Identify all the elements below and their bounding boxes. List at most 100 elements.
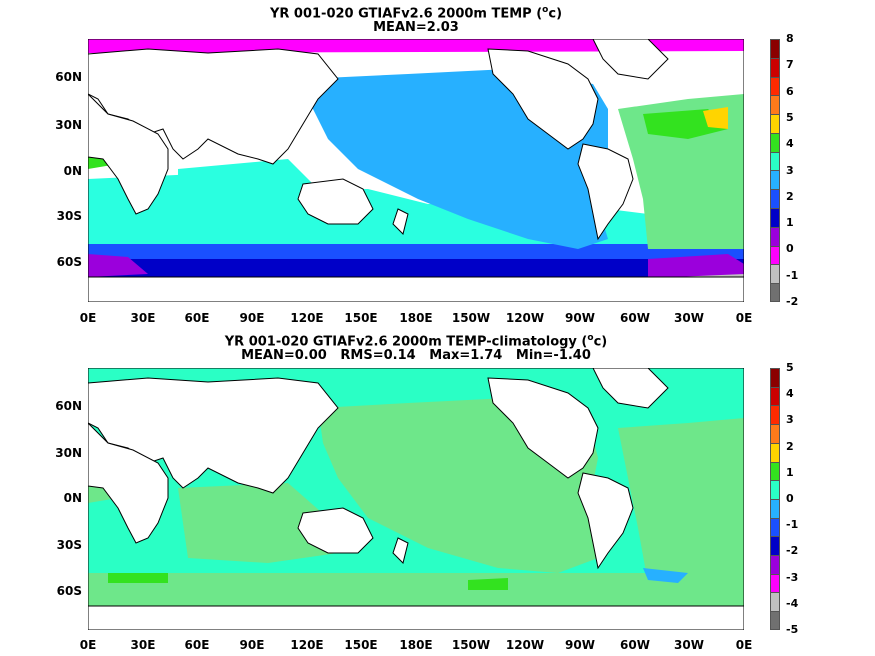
- colorbar-swatch: [770, 386, 780, 406]
- colorbar-swatch: [770, 76, 780, 96]
- colorbar-swatch: [770, 95, 780, 115]
- colorbar-tick-label: 4: [786, 137, 794, 151]
- panel1-lon-label: 30W: [674, 311, 704, 325]
- panel1-lon-label: 0E: [79, 311, 97, 325]
- colorbar-swatch: [770, 424, 780, 443]
- panel1-colorbar: [770, 39, 780, 302]
- colorbar-tick-label: 5: [786, 361, 794, 374]
- panel1-title-degree: o: [542, 5, 549, 15]
- panel1-lon-label: 30E: [130, 311, 156, 325]
- colorbar-swatch: [770, 226, 780, 246]
- panel2-colorbar: [770, 368, 780, 630]
- colorbar-tick-label: -1: [786, 268, 799, 282]
- colorbar-swatch: [770, 283, 780, 302]
- panel1-temperature-map: [88, 39, 744, 302]
- panel1-lon-label: 120E: [290, 311, 324, 325]
- panel1-lon-label: 150E: [344, 311, 378, 325]
- panel1-lat-label-30n: 30N: [55, 118, 82, 132]
- panel2-title-text: YR 001-020 GTIAFv2.6 2000m TEMP-climatol…: [224, 334, 588, 350]
- colorbar-tick-label: 0: [786, 242, 794, 256]
- colorbar-swatch: [770, 442, 780, 462]
- colorbar-tick-label: 3: [786, 413, 794, 427]
- panel2-lon-label: 120W: [505, 638, 545, 652]
- colorbar-tick-label: 2: [786, 189, 794, 203]
- panel2-title-degree: o: [587, 333, 594, 343]
- panel2-lat-label-60n: 60N: [55, 399, 82, 413]
- colorbar-tick-label: 2: [786, 439, 794, 453]
- colorbar-tick-label: -1: [786, 518, 799, 532]
- panel1-lon-label: 90E: [239, 311, 265, 325]
- panel2-anomaly-map: [88, 368, 744, 630]
- colorbar-tick-label: -2: [786, 295, 799, 308]
- colorbar-tick-label: 1: [786, 216, 794, 230]
- panel2-lon-label: 60W: [620, 638, 650, 652]
- panel1-lon-label: 60E: [184, 311, 210, 325]
- panel1-lat-label-30s: 30S: [56, 209, 82, 223]
- panel1-title-text: YR 001-020 GTIAFv2.6 2000m TEMP (: [269, 6, 543, 22]
- panel1-subtitle: MEAN=2.03: [373, 20, 459, 35]
- colorbar-tick-label: 6: [786, 84, 794, 98]
- panel1-title-unit: c): [548, 6, 563, 22]
- panel2-lon-label: 90W: [565, 638, 595, 652]
- colorbar-tick-label: -4: [786, 596, 799, 610]
- panel2-lon-label: 150W: [451, 638, 491, 652]
- panel1-lon-label: 0E: [735, 311, 753, 325]
- panel2-subtitle: MEAN=0.00 RMS=0.14 Max=1.74 Min=-1.40: [241, 348, 591, 363]
- colorbar-swatch: [770, 189, 780, 209]
- panel2-lon-label: 0E: [735, 638, 753, 652]
- panel2-lon-label: 150E: [344, 638, 378, 652]
- panel1-lon-label: 90W: [565, 311, 595, 325]
- panel2-title: YR 001-020 GTIAFv2.6 2000m TEMP-climatol…: [88, 331, 744, 349]
- colorbar-swatch: [770, 405, 780, 425]
- panel2-lon-label: 90E: [239, 638, 265, 652]
- panel1-lon-label: 180E: [399, 311, 433, 325]
- colorbar-tick-label: 4: [786, 387, 794, 401]
- panel1-lon-label: 120W: [505, 311, 545, 325]
- colorbar-swatch: [770, 264, 780, 284]
- colorbar-swatch: [770, 39, 780, 58]
- panel2-lon-label: 120E: [290, 638, 324, 652]
- colorbar-swatch: [770, 536, 780, 556]
- colorbar-swatch: [770, 170, 780, 190]
- colorbar-swatch: [770, 517, 780, 537]
- colorbar-swatch: [770, 151, 780, 171]
- colorbar-tick-label: 3: [786, 163, 794, 177]
- colorbar-tick-label: 1: [786, 465, 794, 479]
- colorbar-swatch: [770, 461, 780, 481]
- colorbar-swatch: [770, 611, 780, 630]
- colorbar-tick-label: -5: [786, 623, 799, 636]
- colorbar-swatch: [770, 555, 780, 574]
- colorbar-swatch: [770, 573, 780, 593]
- colorbar-swatch: [770, 132, 780, 152]
- colorbar-swatch: [770, 368, 780, 387]
- panel2-lat-label-30s: 30S: [56, 538, 82, 552]
- panel1-lon-label: 60W: [620, 311, 650, 325]
- panel2-lon-label: 0E: [79, 638, 97, 652]
- colorbar-swatch: [770, 208, 780, 227]
- panel1-land: [88, 39, 669, 241]
- colorbar-swatch: [770, 480, 780, 499]
- panel2-lon-label: 60E: [184, 638, 210, 652]
- colorbar-tick-label: -2: [786, 544, 799, 558]
- panel2-lon-label: 180E: [399, 638, 433, 652]
- colorbar-tick-label: 8: [786, 32, 794, 45]
- panel1-lat-label-0n: 0N: [63, 164, 82, 178]
- colorbar-tick-label: 7: [786, 58, 794, 72]
- panel1-lat-label-60n: 60N: [55, 70, 82, 84]
- colorbar-swatch: [770, 57, 780, 77]
- colorbar-tick-label: 5: [786, 110, 794, 124]
- panel2-lat-label-60s: 60S: [56, 584, 82, 598]
- panel1-title: YR 001-020 GTIAFv2.6 2000m TEMP (oc): [88, 3, 744, 21]
- panel2-title-unit: c): [593, 334, 608, 350]
- panel2-lat-label-0n: 0N: [63, 491, 82, 505]
- colorbar-swatch: [770, 114, 780, 133]
- panel1-lat-label-60s: 60S: [56, 255, 82, 269]
- panel1-lon-label: 150W: [451, 311, 491, 325]
- panel2-lon-label: 30E: [130, 638, 156, 652]
- colorbar-swatch: [770, 498, 780, 518]
- colorbar-swatch: [770, 245, 780, 265]
- colorbar-tick-label: -3: [786, 570, 799, 584]
- panel2-lon-label: 30W: [674, 638, 704, 652]
- panel2-lat-label-30n: 30N: [55, 446, 82, 460]
- colorbar-swatch: [770, 592, 780, 612]
